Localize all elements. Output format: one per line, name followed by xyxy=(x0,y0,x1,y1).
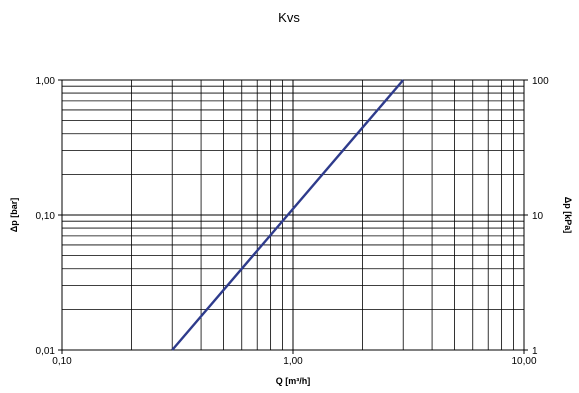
x-tick-label: 10,00 xyxy=(511,356,536,367)
x-axis-label: Q [m³/h] xyxy=(276,376,311,386)
y-tick-label-left: 0,01 xyxy=(36,346,56,357)
y-tick-label-right: 100 xyxy=(532,76,549,87)
x-tick-label: 1,00 xyxy=(283,356,303,367)
y-tick-label-left: 1,00 xyxy=(36,76,56,87)
y-axis-label-left: Δp [bar] xyxy=(9,198,19,232)
y-tick-label-left: 0,10 xyxy=(36,211,56,222)
y-tick-label-right: 1 xyxy=(532,346,538,357)
chart-title: Kvs xyxy=(278,10,300,25)
x-tick-label: 0,10 xyxy=(52,356,72,367)
series-line xyxy=(171,79,405,351)
series-layer xyxy=(171,79,405,351)
y-axis-label-right: Δp [kPa] xyxy=(563,197,573,233)
y-tick-label-right: 10 xyxy=(532,211,544,222)
grid xyxy=(62,80,524,350)
